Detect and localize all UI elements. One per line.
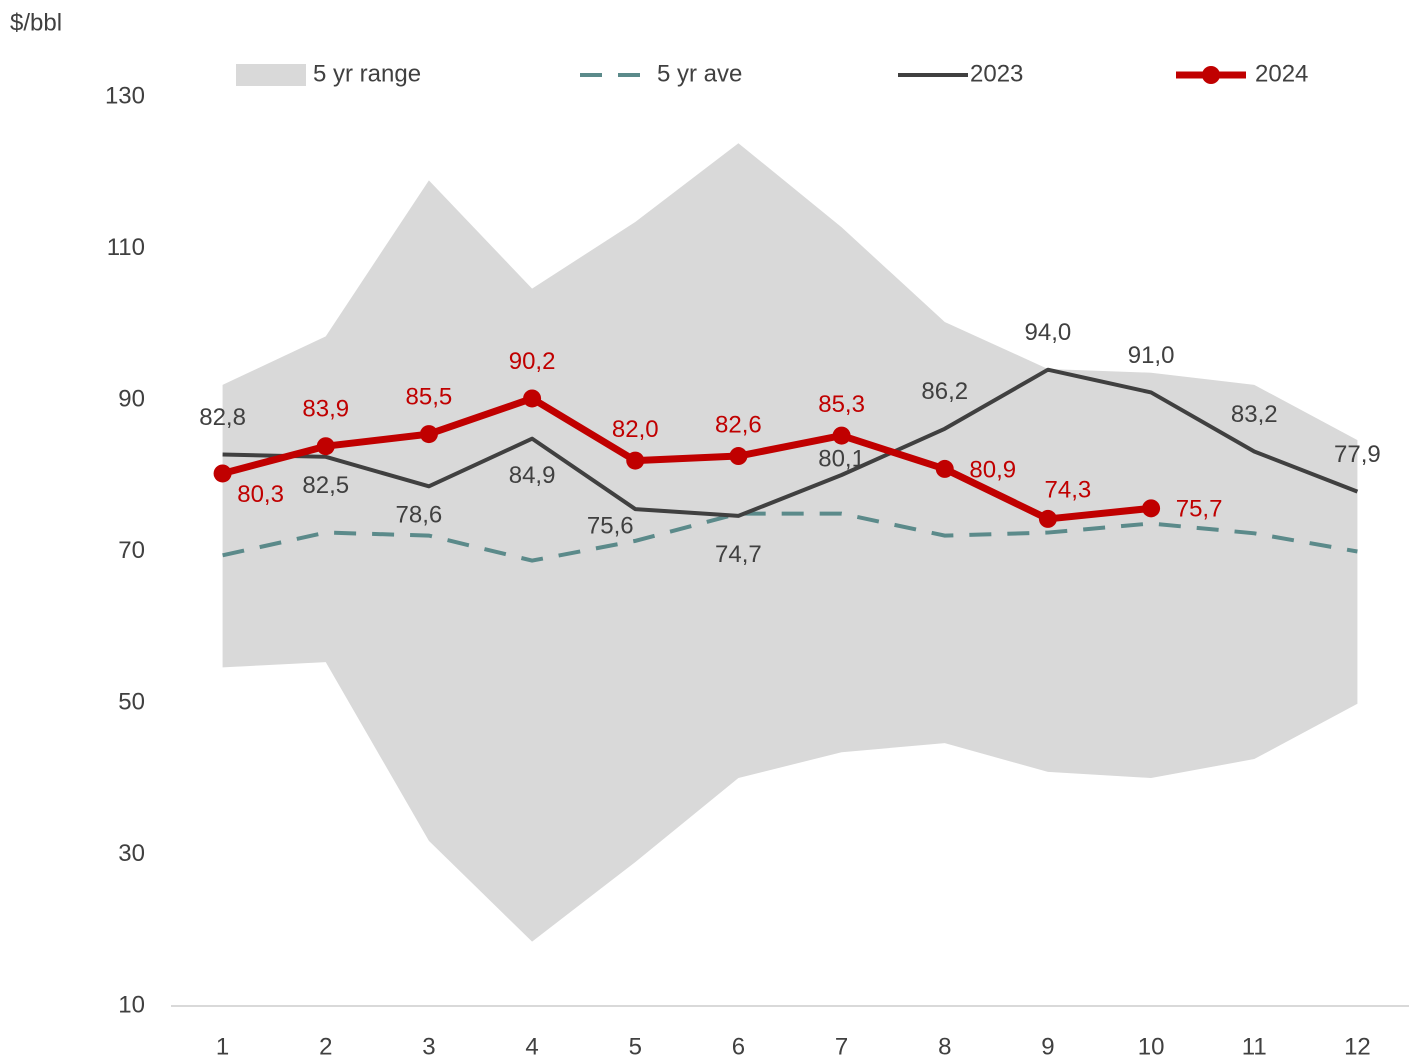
data-label: 91,0: [1128, 342, 1175, 369]
data-label: 80,3: [237, 481, 284, 508]
data-label: 85,5: [406, 383, 453, 410]
y-tick-label: 30: [118, 840, 145, 867]
data-label: 83,2: [1231, 401, 1278, 428]
data-label: 77,9: [1334, 441, 1381, 468]
data-label: 90,2: [509, 348, 556, 375]
series-line: [222, 367, 1359, 518]
data-label: 75,7: [1176, 496, 1223, 523]
x-tick-label: 3: [422, 1033, 435, 1060]
data-label: 75,6: [587, 512, 634, 539]
x-tick-label: 11: [1242, 1033, 1267, 1060]
legend-marker: [1202, 66, 1220, 84]
point-marker: [626, 451, 645, 470]
data-label: 82,0: [612, 416, 659, 443]
point-marker: [935, 459, 954, 478]
point-marker: [832, 426, 851, 445]
point-marker: [729, 447, 748, 466]
data-label: 82,5: [302, 472, 349, 499]
average-line: [222, 511, 1358, 563]
y-tick-label: 90: [118, 385, 145, 412]
legend-label: 2024: [1255, 60, 1308, 87]
point-marker: [316, 437, 335, 456]
legend-label: 2023: [970, 60, 1023, 87]
point-marker: [523, 389, 542, 408]
data-label: 82,8: [199, 404, 246, 431]
point-marker: [1142, 499, 1161, 518]
legend-label: 5 yr ave: [657, 60, 742, 87]
series-line: [221, 394, 1152, 523]
data-label: 74,7: [715, 541, 762, 568]
y-tick-label: 130: [105, 82, 145, 109]
x-tick-label: 10: [1138, 1033, 1165, 1060]
data-label: 85,3: [818, 391, 865, 418]
data-label: 80,1: [818, 445, 865, 472]
data-label: 84,9: [509, 462, 556, 489]
y-axis-label: $/bbl: [10, 9, 62, 36]
range-area: [222, 143, 1358, 942]
y-tick-label: 110: [107, 234, 145, 261]
y-tick-label: 50: [118, 688, 145, 715]
x-tick-label: 9: [1041, 1033, 1054, 1060]
y-tick-label: 10: [118, 991, 145, 1018]
data-label: 86,2: [921, 378, 968, 405]
x-tick-label: 2: [319, 1033, 332, 1060]
data-label: 80,9: [969, 456, 1016, 483]
y-tick-label: 70: [118, 537, 145, 564]
x-tick-label: 7: [835, 1033, 848, 1060]
x-tick-label: 5: [629, 1033, 642, 1060]
x-tick-label: 12: [1344, 1033, 1371, 1060]
legend-label: 5 yr range: [313, 60, 421, 87]
x-tick-label: 4: [525, 1033, 538, 1060]
x-tick-label: 1: [216, 1033, 229, 1060]
point-marker: [1038, 509, 1057, 528]
x-tick-label: 8: [938, 1033, 951, 1060]
point-marker: [419, 425, 438, 444]
x-tick-label: 6: [732, 1033, 745, 1060]
data-label: 83,9: [302, 396, 349, 423]
point-marker: [213, 464, 232, 483]
data-label: 78,6: [396, 502, 443, 529]
data-label: 82,6: [715, 411, 762, 438]
legend-swatch: [236, 64, 306, 86]
data-label: 74,3: [1045, 476, 1092, 503]
data-label: 94,0: [1025, 319, 1072, 346]
